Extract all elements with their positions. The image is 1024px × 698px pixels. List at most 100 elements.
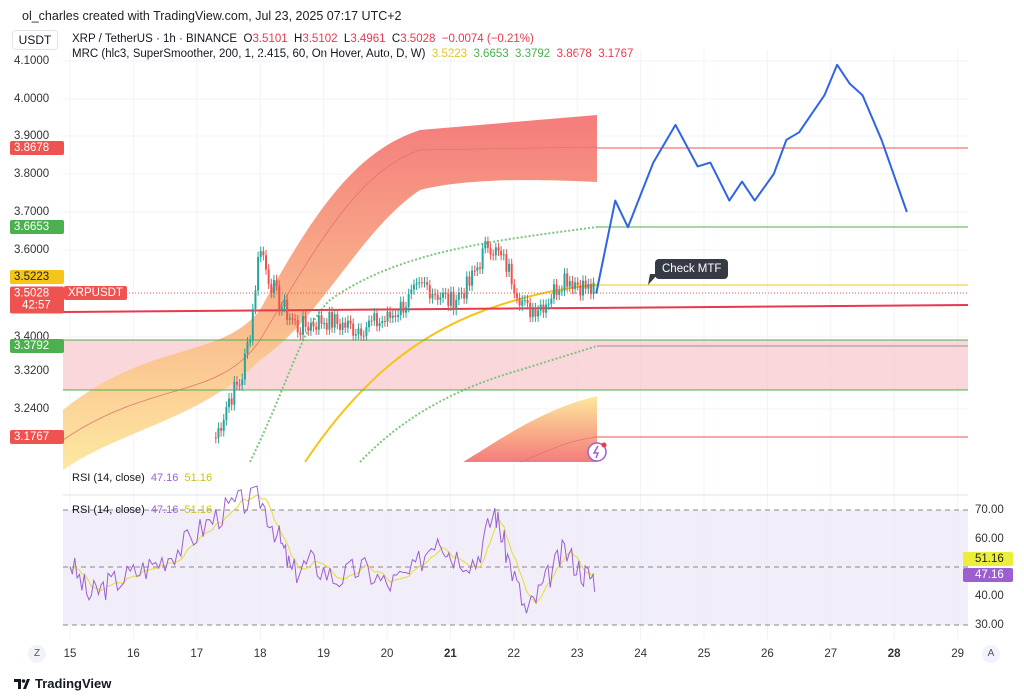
candle bbox=[537, 310, 540, 317]
candle bbox=[497, 247, 500, 251]
candle bbox=[315, 326, 318, 330]
candle bbox=[523, 300, 526, 302]
candle bbox=[484, 241, 487, 249]
candle bbox=[381, 320, 384, 323]
candle bbox=[478, 267, 481, 269]
candle bbox=[555, 284, 558, 295]
candle bbox=[233, 381, 236, 405]
candle bbox=[568, 281, 571, 287]
rsi-label: RSI (14, close) bbox=[72, 504, 145, 516]
tradingview-logo[interactable]: TradingView bbox=[14, 676, 111, 691]
candle bbox=[217, 428, 220, 438]
candle bbox=[481, 248, 484, 269]
candle bbox=[444, 293, 447, 295]
price-tick: 3.3200 bbox=[14, 365, 50, 377]
rsi-tick: 70.00 bbox=[975, 504, 1004, 516]
rsi-legend-top[interactable]: RSI (14, close) 47.16 51.16 bbox=[72, 472, 212, 484]
candle bbox=[341, 322, 344, 330]
candle bbox=[455, 299, 458, 311]
time-tick: 23 bbox=[570, 648, 584, 660]
mean-line bbox=[304, 284, 598, 463]
rsi-legend[interactable]: RSI (14, close) 47.16 51.16 bbox=[72, 504, 212, 516]
candle bbox=[515, 293, 518, 299]
rsi-label: RSI (14, close) bbox=[72, 472, 145, 484]
candle bbox=[370, 320, 373, 322]
candle bbox=[463, 293, 466, 299]
candle bbox=[243, 353, 246, 380]
candle bbox=[391, 315, 394, 318]
candle bbox=[328, 311, 331, 330]
candle bbox=[402, 301, 405, 313]
candle bbox=[378, 322, 381, 327]
candle bbox=[471, 270, 474, 286]
candle bbox=[513, 284, 516, 294]
candle bbox=[333, 314, 336, 328]
candle bbox=[394, 315, 397, 317]
candle bbox=[296, 320, 299, 333]
candle bbox=[259, 251, 262, 257]
candle bbox=[526, 300, 529, 303]
candle bbox=[473, 270, 476, 272]
last-price-tag: 3.5028 42:57 bbox=[10, 286, 64, 314]
rsi-value: 47.16 bbox=[150, 472, 179, 484]
symbol-legend[interactable]: XRP / TetherUS · 1h · BINANCE O3.5101 H3… bbox=[72, 33, 534, 45]
ind-value: 3.1767 bbox=[598, 48, 634, 60]
candle bbox=[309, 322, 312, 331]
candle bbox=[494, 247, 497, 256]
candle bbox=[534, 308, 537, 317]
candle bbox=[278, 285, 281, 311]
candle bbox=[415, 283, 418, 285]
ind-value: 3.8678 bbox=[556, 48, 592, 60]
candle bbox=[225, 407, 228, 420]
candle bbox=[563, 273, 566, 291]
candle bbox=[389, 311, 392, 318]
candle bbox=[357, 328, 360, 335]
candle bbox=[373, 313, 376, 321]
rsi-tick: 30.00 bbox=[975, 619, 1004, 631]
candle bbox=[325, 323, 328, 330]
candle bbox=[468, 276, 471, 286]
time-tick: 16 bbox=[126, 648, 140, 660]
symbol-name: XRP / TetherUS · 1h · BINANCE bbox=[72, 33, 238, 45]
zoom-reset-button[interactable]: Z bbox=[28, 645, 46, 663]
candle bbox=[267, 269, 270, 284]
rsi-ma-tag: 51.16 bbox=[963, 552, 1013, 566]
candle bbox=[529, 302, 532, 317]
candle bbox=[265, 255, 268, 270]
candle bbox=[582, 280, 585, 296]
rsi-value-tag: 47.16 bbox=[963, 568, 1013, 582]
currency-button[interactable]: USDT bbox=[12, 30, 58, 50]
candle bbox=[531, 308, 534, 317]
auto-scale-button[interactable]: A bbox=[982, 645, 1000, 663]
candle bbox=[320, 315, 323, 324]
brand-name: TradingView bbox=[35, 676, 112, 691]
candle bbox=[449, 291, 452, 306]
candle bbox=[270, 283, 273, 293]
projection-line bbox=[595, 63, 908, 294]
time-tick: 17 bbox=[190, 648, 204, 660]
tradingview-logo-icon bbox=[14, 678, 30, 689]
price-tick: 3.2400 bbox=[14, 403, 50, 415]
candle bbox=[288, 318, 291, 320]
rsi-ma-value: 51.16 bbox=[184, 472, 213, 484]
candle bbox=[214, 437, 217, 439]
candle bbox=[423, 282, 426, 284]
candle bbox=[539, 304, 542, 311]
trendline bbox=[62, 304, 969, 313]
candle bbox=[257, 256, 260, 291]
candle bbox=[251, 308, 254, 341]
time-tick: 24 bbox=[634, 648, 647, 660]
candle bbox=[301, 316, 304, 335]
close-value: 3.5028 bbox=[400, 33, 436, 45]
candle bbox=[375, 313, 378, 327]
check-mtf-note[interactable]: Check MTF bbox=[655, 259, 729, 279]
candle bbox=[434, 293, 437, 295]
price-tick: 3.7000 bbox=[14, 206, 50, 218]
price-tick: 3.9000 bbox=[14, 130, 50, 142]
price-tick: 4.1000 bbox=[14, 55, 50, 67]
candle bbox=[558, 290, 561, 295]
candle bbox=[399, 301, 402, 316]
indicator-legend[interactable]: MRC (hlc3, SuperSmoother, 200, 1, 2.415,… bbox=[72, 48, 633, 60]
countdown: 42:57 bbox=[22, 299, 51, 312]
